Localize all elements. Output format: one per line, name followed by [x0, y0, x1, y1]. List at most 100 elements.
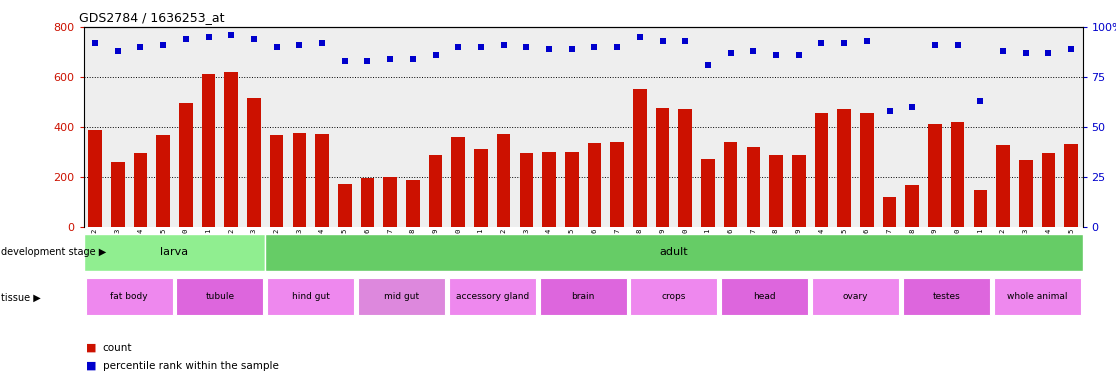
Bar	[176, 278, 263, 315]
Point	[268, 44, 286, 50]
Bar	[951, 122, 964, 227]
Bar	[358, 278, 445, 315]
Bar	[474, 149, 488, 227]
Bar	[86, 278, 173, 315]
Point	[971, 98, 989, 104]
Bar	[1041, 153, 1056, 227]
Point	[858, 38, 876, 44]
Text: GDS2784 / 1636253_at: GDS2784 / 1636253_at	[79, 11, 224, 24]
Bar	[747, 147, 760, 227]
Bar	[360, 178, 374, 227]
Text: percentile rank within the sample: percentile rank within the sample	[103, 361, 279, 371]
Bar	[497, 134, 510, 227]
Bar	[429, 156, 442, 227]
Bar	[610, 142, 624, 227]
Bar	[179, 103, 193, 227]
Text: whole animal: whole animal	[1007, 292, 1067, 301]
Point	[676, 38, 694, 44]
Point	[608, 44, 626, 50]
Bar	[1065, 144, 1078, 227]
Bar	[449, 278, 536, 315]
Point	[654, 38, 672, 44]
Point	[540, 46, 558, 52]
Point	[949, 42, 966, 48]
Point	[744, 48, 762, 54]
Text: hind gut: hind gut	[291, 292, 329, 301]
Bar	[905, 185, 920, 227]
Bar	[267, 278, 354, 315]
Text: testes: testes	[933, 292, 960, 301]
Point	[812, 40, 830, 46]
Bar	[84, 234, 266, 271]
Text: development stage ▶: development stage ▶	[1, 247, 106, 257]
Point	[450, 44, 468, 50]
Text: crops: crops	[662, 292, 686, 301]
Point	[1062, 46, 1080, 52]
Point	[86, 40, 104, 46]
Text: fat body: fat body	[110, 292, 148, 301]
Bar	[266, 234, 1083, 271]
Point	[518, 44, 536, 50]
Point	[994, 48, 1012, 54]
Bar	[156, 136, 170, 227]
Bar	[247, 98, 261, 227]
Point	[222, 32, 240, 38]
Point	[926, 42, 944, 48]
Text: mid gut: mid gut	[384, 292, 420, 301]
Bar	[539, 278, 627, 315]
Bar	[520, 153, 533, 227]
Bar	[903, 278, 990, 315]
Point	[314, 40, 331, 46]
Bar	[292, 133, 306, 227]
Text: ■: ■	[86, 361, 96, 371]
Text: head: head	[753, 292, 776, 301]
Point	[132, 44, 150, 50]
Point	[903, 104, 921, 110]
Point	[790, 52, 808, 58]
Bar	[542, 152, 556, 227]
Text: adult: adult	[660, 247, 689, 258]
Bar	[724, 142, 738, 227]
Point	[177, 36, 195, 42]
Bar	[883, 197, 896, 227]
Bar	[88, 131, 102, 227]
Point	[336, 58, 354, 64]
Point	[1039, 50, 1057, 56]
Point	[404, 56, 422, 62]
Text: tubule: tubule	[205, 292, 234, 301]
Point	[1017, 50, 1035, 56]
Bar	[997, 146, 1010, 227]
Bar	[631, 278, 718, 315]
Point	[246, 36, 263, 42]
Text: ■: ■	[86, 343, 96, 353]
Point	[200, 34, 218, 40]
Bar	[929, 124, 942, 227]
Bar	[270, 136, 283, 227]
Point	[109, 48, 127, 54]
Bar	[721, 278, 808, 315]
Bar	[812, 278, 899, 315]
Bar	[338, 184, 352, 227]
Bar	[837, 109, 852, 227]
Bar	[588, 143, 602, 227]
Point	[562, 46, 580, 52]
Bar	[224, 72, 238, 227]
Text: tissue ▶: tissue ▶	[1, 293, 41, 303]
Bar	[815, 113, 828, 227]
Bar	[134, 153, 147, 227]
Text: larva: larva	[161, 247, 189, 258]
Bar	[1019, 161, 1032, 227]
Bar	[406, 180, 420, 227]
Point	[722, 50, 740, 56]
Bar	[656, 108, 670, 227]
Bar	[769, 156, 782, 227]
Point	[426, 52, 444, 58]
Point	[494, 42, 512, 48]
Point	[382, 56, 400, 62]
Text: accessory gland: accessory gland	[455, 292, 529, 301]
Bar	[315, 134, 329, 227]
Point	[835, 40, 853, 46]
Point	[881, 108, 898, 114]
Text: count: count	[103, 343, 132, 353]
Bar	[860, 113, 874, 227]
